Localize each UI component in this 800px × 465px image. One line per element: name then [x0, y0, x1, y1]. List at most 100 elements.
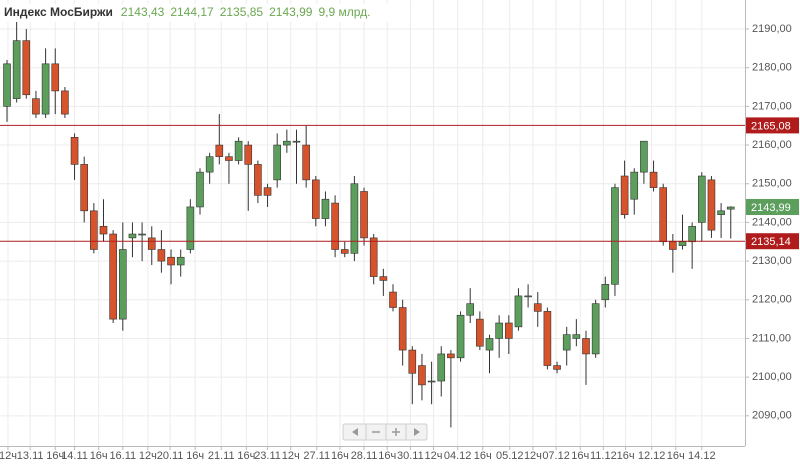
x-tick-label: 16ч	[90, 450, 108, 462]
x-tick-label: 16ч	[46, 450, 64, 462]
candle-body	[283, 140, 291, 146]
y-tick-label: 2100,00	[752, 371, 792, 383]
candle-body	[234, 140, 243, 161]
candle-body	[379, 276, 388, 281]
candle-body	[543, 311, 552, 366]
header-value: 2143,99	[269, 5, 313, 19]
candle-body	[707, 179, 716, 231]
candle-body	[138, 233, 146, 236]
scroll-right[interactable]	[414, 428, 420, 436]
candle-body	[147, 237, 156, 250]
candle-body	[360, 191, 368, 239]
scroll-control[interactable]	[342, 423, 428, 441]
candle-body	[331, 202, 339, 250]
candle-body	[649, 171, 658, 188]
candle-body	[456, 314, 465, 359]
x-tick-label: 16ч	[378, 450, 396, 462]
candle-body	[80, 164, 88, 212]
candle-body	[514, 295, 523, 328]
candle-body	[601, 284, 610, 301]
candle-body	[726, 206, 735, 210]
candle-body	[196, 171, 204, 208]
candle-body	[70, 137, 79, 165]
candle-body	[119, 249, 127, 320]
candle-body	[418, 365, 426, 386]
chart-title: Индекс МосБиржи	[4, 5, 113, 19]
candle-body	[476, 318, 484, 347]
level-label: 2165,08	[751, 120, 791, 132]
candle-body	[398, 307, 407, 351]
candle-body	[167, 256, 175, 266]
candle-body	[408, 349, 417, 374]
candle-body	[340, 249, 349, 254]
candle-body	[90, 210, 98, 250]
y-tick-label: 2160,00	[752, 139, 792, 151]
x-tick-label: 20.11	[157, 450, 184, 462]
candle-body	[99, 225, 108, 235]
candle-body	[109, 233, 117, 320]
level-badge	[746, 117, 799, 134]
candle-body	[176, 256, 185, 266]
candle-body	[350, 183, 359, 254]
candle-body	[504, 322, 513, 339]
x-tick-label: 16ч	[571, 450, 589, 462]
candle-body	[688, 225, 696, 243]
x-tick-label: 13.11	[17, 450, 44, 462]
x-tick-label: 05.12	[496, 450, 524, 462]
candle-body	[717, 210, 725, 215]
candle-body	[447, 353, 455, 359]
candle-body	[562, 334, 571, 351]
header-value: 2135,85	[220, 5, 264, 19]
x-tick-label: 12.12	[638, 450, 666, 462]
candle-body	[437, 353, 446, 382]
candle-body	[524, 295, 532, 298]
x-tick-label: 16ч	[186, 450, 204, 462]
candle-body	[12, 40, 21, 99]
candles	[0, 21, 745, 428]
candle-body	[369, 237, 378, 277]
x-tick-label: 27.11	[303, 450, 330, 462]
candle-body	[427, 380, 436, 383]
zoom-in[interactable]	[392, 428, 400, 436]
last-price-badge	[746, 198, 799, 215]
x-tick-label: 14.11	[61, 450, 88, 462]
candle-body	[157, 249, 166, 262]
x-tick-label: 14.12	[688, 450, 716, 462]
last-price-label: 2143,99	[751, 202, 791, 214]
candle-body	[466, 303, 475, 316]
x-tick-label: 16ч	[667, 450, 685, 462]
x-tick-label: 16ч	[474, 450, 492, 462]
candle-body	[205, 156, 214, 173]
candle-body	[186, 206, 195, 250]
candle-body	[669, 241, 677, 250]
candle-body	[659, 187, 668, 243]
y-tick-label: 2110,00	[752, 332, 791, 344]
candle-body	[678, 241, 687, 246]
x-tick-label: 23.11	[254, 450, 281, 462]
y-tick-label: 2140,00	[752, 216, 792, 228]
x-tick-label: 12ч	[0, 450, 17, 462]
candle-body	[640, 140, 648, 173]
candle-body	[273, 144, 282, 181]
candle-body	[572, 334, 581, 339]
grid	[0, 0, 749, 450]
candle-body	[321, 198, 330, 219]
candle-body	[582, 338, 590, 355]
labels: 2090,00 2100,00 2110,00 2120,00 2130,00 2140,…	[0, 23, 799, 462]
candle-body	[3, 63, 11, 107]
candle-body	[697, 175, 706, 223]
candle-body	[533, 303, 542, 312]
y-tick-label: 2190,00	[752, 23, 792, 35]
header-value: 9,9 млрд.	[318, 5, 370, 19]
y-tick-label: 2150,00	[752, 178, 792, 190]
candle-body	[32, 98, 40, 115]
x-tick-label: 07.12	[542, 450, 570, 462]
x-tick-label: 12ч	[524, 450, 542, 462]
x-tick-label: 16.11	[109, 450, 136, 462]
candle-body	[254, 164, 262, 196]
candle-body	[485, 338, 494, 351]
scroll-left[interactable]	[352, 428, 358, 436]
y-tick-label: 2090,00	[752, 410, 792, 422]
candle-body	[215, 144, 224, 157]
